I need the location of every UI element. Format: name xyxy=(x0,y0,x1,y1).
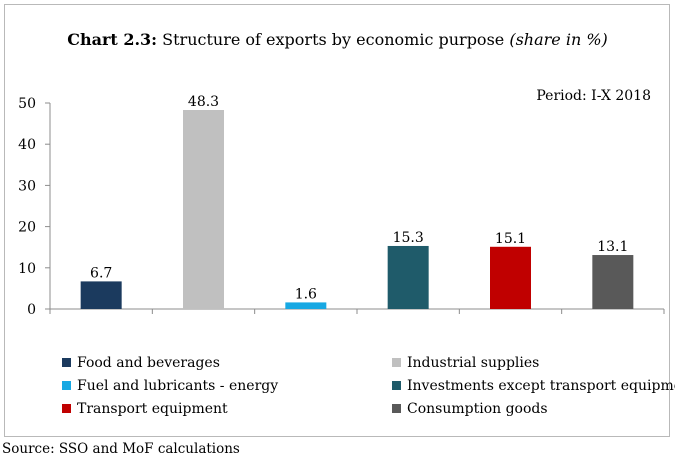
data-label-5: 15.1 xyxy=(495,231,526,247)
period-note: Period: I-X 2018 xyxy=(536,88,651,104)
bar-5 xyxy=(490,246,531,309)
bar-2 xyxy=(183,110,224,309)
chart-title-main: Structure of exports by economic purpose xyxy=(157,30,510,49)
chart-title-prefix: Chart 2.3: xyxy=(67,30,158,49)
bar-1 xyxy=(80,281,122,309)
chart-title: Chart 2.3: Structure of exports by econo… xyxy=(0,30,675,49)
data-label-1: 6.7 xyxy=(90,265,112,281)
y-tick-label: 20 xyxy=(18,220,36,236)
bar-3 xyxy=(285,302,327,309)
bar-4 xyxy=(387,245,429,309)
y-tick-label: 0 xyxy=(27,302,36,318)
data-label-2: 48.3 xyxy=(188,94,219,110)
data-label-3: 1.6 xyxy=(295,286,317,302)
chart-frame xyxy=(4,4,670,437)
y-tick-label: 50 xyxy=(18,96,36,112)
data-label-4: 15.3 xyxy=(393,230,424,246)
y-tick-label: 10 xyxy=(18,261,36,277)
source-note: Source: SSO and MoF calculations xyxy=(2,441,240,457)
y-tick-label: 40 xyxy=(18,137,36,153)
data-label-6: 13.1 xyxy=(597,239,628,255)
bar-6 xyxy=(592,255,634,309)
chart-title-unit: (share in %) xyxy=(509,30,608,49)
y-tick-label: 30 xyxy=(18,178,36,194)
